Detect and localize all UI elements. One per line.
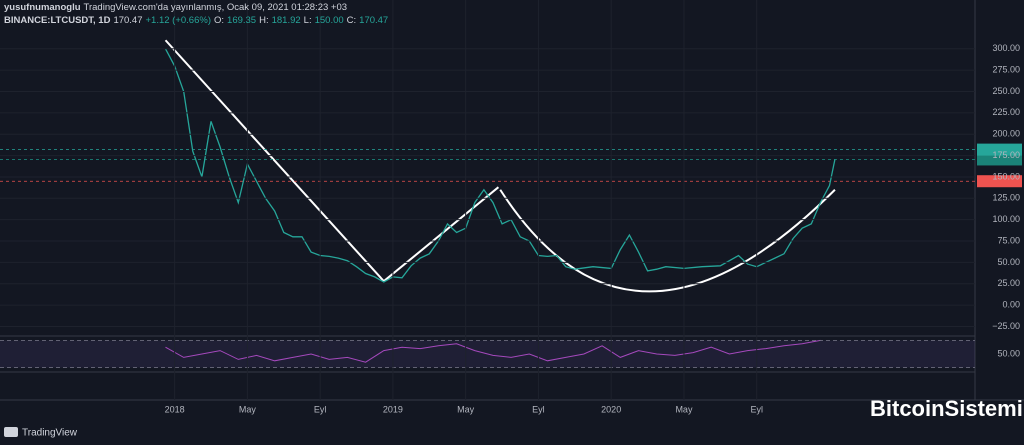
watermark: BitcoinSistemi — [870, 396, 1023, 421]
x-tick-label: Eyl — [750, 404, 763, 414]
c-label: C: — [346, 15, 357, 26]
x-tick-label: May — [675, 404, 693, 414]
y-tick-label: 250.00 — [992, 86, 1020, 96]
x-tick-label: 2019 — [383, 404, 403, 414]
y-tick-label: −25.00 — [992, 321, 1020, 331]
rsi-band — [0, 340, 975, 368]
price-line — [164, 48, 836, 283]
published: TradingView.com'da yayınlanmış, Ocak 09,… — [83, 2, 348, 13]
rsi-tick-label: 50.00 — [997, 348, 1020, 358]
trend-drawing — [383, 186, 500, 282]
y-tick-label: 300.00 — [992, 43, 1020, 53]
y-tick-label: 75.00 — [997, 235, 1020, 245]
trend-drawing — [499, 189, 836, 293]
header-line-1: yusufnumanoglu TradingView.com'da yayınla… — [4, 2, 350, 13]
last: 170.47 — [113, 15, 143, 26]
y-tick-label: 175.00 — [992, 150, 1020, 160]
y-tick-label: 225.00 — [992, 107, 1020, 117]
rsi-line — [165, 339, 821, 363]
x-tick-label: 2020 — [601, 404, 621, 414]
x-tick-label: Eyl — [314, 404, 327, 414]
h-label: H: — [259, 15, 269, 26]
low: 150.00 — [314, 15, 344, 26]
y-tick-label: 0.00 — [1002, 299, 1020, 309]
y-tick-label: 125.00 — [992, 193, 1020, 203]
symbol: BINANCE:LTCUSDT, 1D — [4, 15, 111, 26]
x-tick-label: Eyl — [532, 404, 545, 414]
y-tick-label: 200.00 — [992, 129, 1020, 139]
o-label: O: — [214, 15, 225, 26]
y-tick-label: 275.00 — [992, 65, 1020, 75]
x-tick-label: May — [457, 404, 475, 414]
header-line-2: BINANCE:LTCUSDT, 1D 170.47 +1.12 (+0.66%) O… — [4, 15, 391, 26]
y-tick-label: 100.00 — [992, 214, 1020, 224]
brand-logo — [4, 427, 18, 437]
author: yusufnumanoglu — [4, 2, 81, 13]
y-tick-label: 50.00 — [997, 257, 1020, 267]
x-tick-label: May — [239, 404, 257, 414]
price-tag — [977, 175, 1022, 188]
y-tick-label: 25.00 — [997, 278, 1020, 288]
price-tag — [977, 143, 1022, 156]
change: +1.12 (+0.66%) — [145, 15, 212, 26]
y-tick-label: 150.00 — [992, 171, 1020, 181]
price-tag — [977, 153, 1022, 166]
close: 170.47 — [359, 15, 389, 26]
x-tick-label: 2018 — [165, 404, 185, 414]
l-label: L: — [303, 15, 312, 26]
high: 181.92 — [271, 15, 301, 26]
open: 169.35 — [227, 15, 257, 26]
brand: TradingView — [22, 428, 78, 439]
